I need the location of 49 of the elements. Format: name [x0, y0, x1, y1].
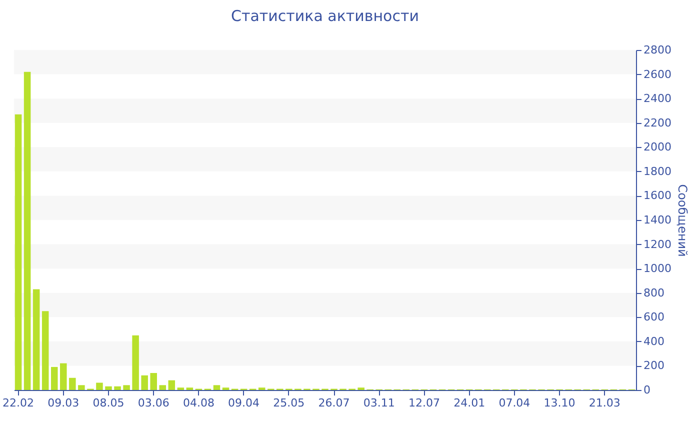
x-tick-label: 12.07	[408, 396, 440, 410]
bar	[213, 385, 220, 390]
y-tick-label: 0	[644, 384, 650, 396]
chart-title: Статистика активности	[231, 7, 419, 25]
bar	[96, 382, 103, 390]
y-tick-label: 2000	[644, 140, 672, 154]
bar	[78, 385, 85, 390]
x-tick-label: 09.03	[48, 396, 80, 410]
x-tick-label: 09.04	[228, 396, 260, 410]
bar	[50, 366, 58, 390]
bar	[123, 385, 130, 390]
x-tick-label: 21.03	[588, 396, 620, 410]
bar	[132, 335, 139, 390]
y-tick-label: 800	[644, 286, 664, 300]
y-tick-label: 2200	[644, 116, 672, 130]
x-tick-label: 03.06	[138, 396, 170, 410]
x-tick-label: 07.04	[498, 396, 530, 410]
y-tick-label: 2400	[644, 92, 672, 106]
bar	[168, 380, 176, 390]
bar	[105, 386, 112, 390]
x-tick-label: 26.07	[318, 396, 350, 410]
y-tick-label: 1800	[644, 164, 672, 178]
x-tick-label: 25.05	[273, 396, 305, 410]
y-tick-label: 600	[644, 310, 664, 324]
bar	[141, 375, 148, 390]
x-tick-label: 22.02	[2, 396, 34, 410]
x-tick-label: 03.11	[363, 396, 395, 410]
y-tick-label: 400	[644, 334, 664, 348]
bar	[150, 373, 157, 390]
y-tick-label: 1200	[644, 238, 672, 251]
y-tick-label: 2600	[644, 68, 672, 81]
bar	[42, 311, 49, 390]
y-tick-label: 1000	[644, 262, 672, 276]
x-tick-label: 08.05	[92, 396, 124, 410]
x-tick-label: 13.10	[544, 396, 576, 410]
x-tick-label: 04.08	[182, 396, 214, 410]
bar	[14, 114, 22, 390]
y-tick-label: 1400	[644, 214, 672, 226]
bar	[24, 72, 31, 390]
bar	[114, 386, 121, 390]
bar	[60, 363, 67, 390]
y-tick-label: 1600	[644, 189, 672, 202]
x-tick-label: 24.01	[454, 396, 486, 410]
bar	[32, 289, 40, 390]
bar	[159, 385, 166, 390]
y-axis-title: Сообщений	[675, 184, 690, 257]
bar	[69, 378, 76, 390]
y-tick-label: 2800	[644, 44, 672, 56]
y-tick-label: 200	[644, 359, 664, 372]
